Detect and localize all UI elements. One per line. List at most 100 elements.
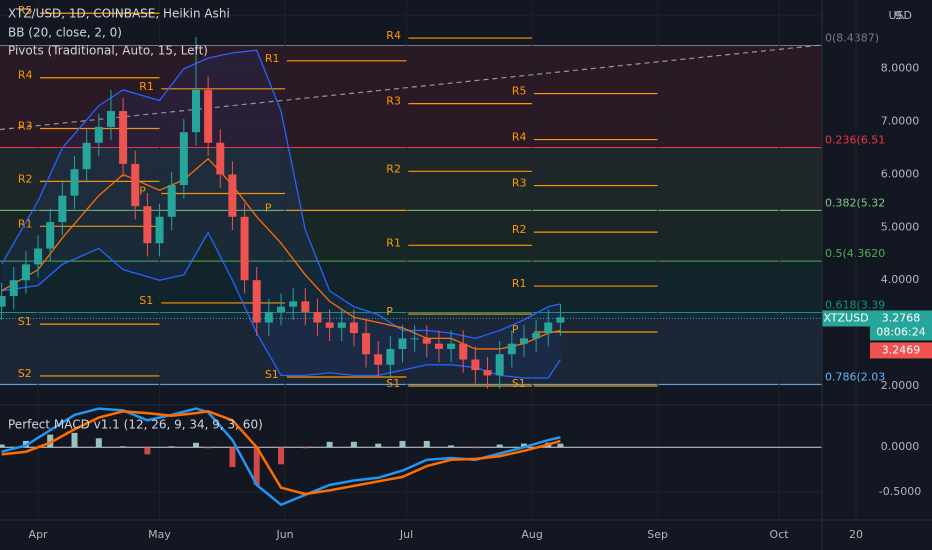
- fib-label: 0(8.4387): [825, 32, 879, 45]
- macd-histogram-bar: [144, 447, 151, 455]
- x-tick-label: Oct: [770, 528, 790, 541]
- candle-body: [483, 370, 492, 376]
- x-tick-label: May: [148, 528, 171, 541]
- chart-title: XTZ/USD, 1D, COINBASE, Heikin Ashi: [8, 7, 230, 21]
- price-tag: [870, 310, 932, 341]
- candle-body: [289, 301, 298, 307]
- fib-zone: [0, 261, 822, 313]
- macd-tick-label: 0.0000: [881, 440, 920, 453]
- candle-body: [0, 296, 6, 307]
- bb-upper: [1, 49, 561, 340]
- candle-body: [34, 248, 43, 265]
- macd-histogram-bar: [192, 442, 199, 448]
- pivot-label: R5: [512, 85, 527, 98]
- candle-body: [386, 348, 395, 365]
- macd-legend: Perfect MACD v1.1 (12, 26, 9, 34, 9, 3, …: [8, 418, 263, 432]
- pivot-label: S1: [386, 377, 400, 390]
- candle-body: [277, 306, 286, 312]
- candle-body: [9, 280, 18, 297]
- candle-body: [459, 343, 468, 360]
- candle-body: [94, 126, 103, 143]
- y-tick-label: 6.0000: [881, 167, 920, 180]
- trendline: [0, 44, 823, 131]
- candle-body: [131, 163, 140, 207]
- pivot-label: S1: [265, 368, 279, 381]
- pivot-label: S2: [18, 367, 32, 380]
- candle-body: [362, 333, 371, 355]
- macd-histogram-bar: [472, 447, 479, 449]
- candle-body: [82, 142, 91, 170]
- candle-body: [58, 195, 67, 223]
- fib-label: 0.786(2.03: [825, 370, 885, 383]
- candle-body: [544, 322, 553, 334]
- candle-body: [532, 333, 541, 339]
- x-tick-label: Jun: [275, 528, 293, 541]
- macd-histogram-bar: [496, 444, 503, 448]
- y-tick-label: 9.: [895, 9, 906, 22]
- macd-histogram-bar: [71, 432, 78, 448]
- pivot-label: R1: [512, 277, 527, 290]
- macd-histogram-bar: [375, 443, 382, 448]
- macd-histogram-bar: [326, 441, 333, 448]
- x-tick-label: 20: [849, 528, 863, 541]
- ref-price-tag: [870, 342, 932, 359]
- candle-body: [228, 174, 237, 217]
- price-tag-text: 3.2768: [882, 311, 921, 324]
- macd-histogram-bar: [302, 447, 309, 449]
- y-tick-label: 8.0000: [881, 62, 920, 75]
- candle-body: [556, 317, 565, 323]
- y-tick-label: 2.0000: [881, 379, 920, 392]
- candle-body: [447, 343, 456, 349]
- candle-body: [106, 111, 115, 127]
- macd-histogram-bar: [557, 443, 564, 448]
- candle-body: [70, 169, 79, 196]
- pivot-label: R4: [512, 131, 527, 144]
- candle-body: [179, 132, 188, 186]
- pivot-label: S1: [139, 294, 153, 307]
- fib-label: 0.382(5.32: [825, 196, 885, 209]
- macd-histogram-bar: [95, 438, 102, 448]
- candle-body: [155, 216, 164, 244]
- pivot-label: R1: [386, 236, 401, 249]
- candle-body: [313, 311, 322, 323]
- pivot-label: R4: [18, 69, 33, 82]
- x-tick-label: Sep: [647, 528, 668, 541]
- fib-label: 0.5(4.3620: [825, 247, 885, 260]
- pivot-label: S1: [512, 377, 526, 390]
- x-tick-label: Aug: [521, 528, 542, 541]
- signal-line: [1, 410, 561, 496]
- candle-body: [471, 359, 480, 371]
- candle-body: [252, 280, 261, 323]
- fib-label: 0.618(3.39: [825, 298, 885, 311]
- symbol-tag-text: XTZUSD: [823, 311, 868, 324]
- bb-basis: [1, 157, 561, 350]
- candle-body: [349, 322, 358, 334]
- macd-histogram-bar: [278, 447, 285, 465]
- candle-body: [325, 322, 334, 328]
- candle-body: [264, 311, 273, 323]
- fib-label: 0.236(6.51: [825, 134, 885, 147]
- candle-body: [374, 354, 383, 365]
- macd-histogram-bar: [399, 440, 406, 448]
- macd-histogram-bar: [253, 447, 260, 485]
- candle-body: [204, 89, 213, 143]
- candle-body: [422, 338, 431, 344]
- candle-body: [46, 222, 55, 249]
- candle-body: [167, 185, 176, 217]
- pivot-label: R1: [265, 52, 280, 65]
- pivot-label: S1: [18, 315, 32, 328]
- candle-body: [143, 206, 152, 244]
- candle-body: [119, 111, 128, 164]
- pivot-label: R3: [18, 119, 33, 132]
- macd-histogram-bar: [423, 440, 430, 448]
- candle-body: [216, 142, 225, 175]
- macd-histogram-bar: [350, 441, 357, 448]
- bb-lower: [1, 231, 561, 379]
- candle-body: [301, 301, 310, 312]
- candle-body: [507, 343, 516, 355]
- countdown-text: 08:06:24: [876, 325, 925, 338]
- candle-body: [337, 322, 346, 328]
- macd-histogram-bar: [120, 446, 127, 448]
- x-tick-label: Jul: [399, 528, 413, 541]
- x-tick-label: Apr: [29, 528, 49, 541]
